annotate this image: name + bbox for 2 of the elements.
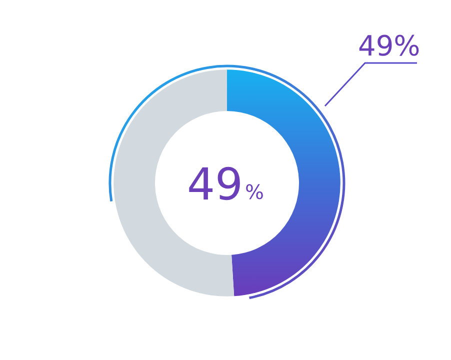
text: 49% bbox=[187, 160, 264, 210]
data-label: 49% bbox=[358, 30, 420, 62]
